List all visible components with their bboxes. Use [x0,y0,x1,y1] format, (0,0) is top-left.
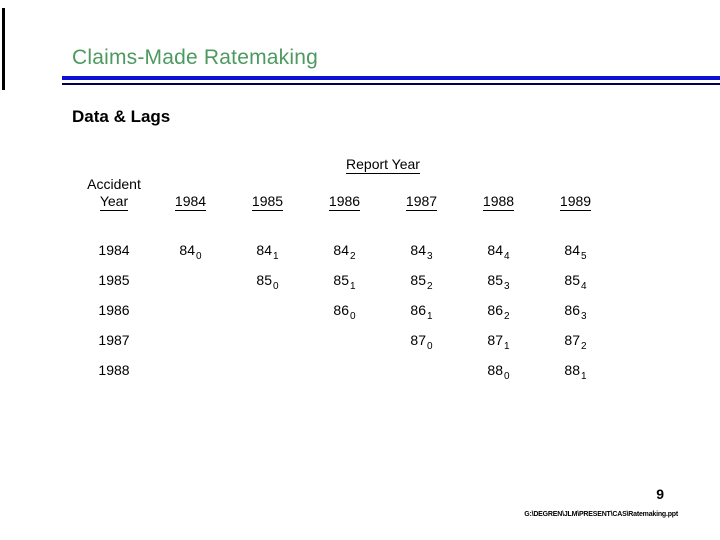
lag-table: Accident Year 1984 1985 1986 1987 1988 1989 1984… [76,176,614,392]
lag-cell: 872 [564,332,587,352]
slide-subtitle: Data & Lags [72,107,171,126]
accident-header-line2: Year [99,193,129,211]
report-year-col-header: 1985 [251,193,284,211]
accident-year-label: 1984 [98,242,130,258]
lag-cell: 845 [564,242,587,262]
report-year-col-header: 1988 [482,193,515,211]
lag-cell: 880 [487,362,510,382]
lag-cell: 843 [410,242,433,262]
lag-cell: 852 [410,272,433,292]
accident-year-label: 1988 [98,362,130,378]
page-number: 9 [656,486,664,502]
report-year-super-header: Report Year [152,156,614,174]
lag-cell: 881 [564,362,587,382]
lag-cell: 851 [333,272,356,292]
report-year-col-header: 1987 [405,193,438,211]
lag-cell: 861 [410,302,433,322]
lag-cell: 871 [487,332,510,352]
report-year-super-header-text: Report Year [346,156,420,174]
footer-file-path: G:\DEGREN\JLM\PRESENT\CAS\Ratemaking.ppt [524,511,678,518]
lag-cell: 850 [256,272,279,292]
report-year-col-header: 1984 [174,193,207,211]
lag-cell: 841 [256,242,279,262]
stray-vertical-line [2,8,5,90]
lag-cell: 854 [564,272,587,292]
lag-cell: 840 [179,242,202,262]
accident-year-label: 1985 [98,272,130,288]
accident-year-label: 1987 [98,332,130,348]
accident-header-line1: Accident [87,176,141,192]
accident-year-label: 1986 [98,302,130,318]
report-year-col-header: 1986 [328,193,361,211]
divider-rule-top [62,76,720,80]
slide-title: Claims-Made Ratemaking [72,46,318,69]
report-year-col-header: 1989 [559,193,592,211]
lag-cell: 853 [487,272,510,292]
lag-cell: 842 [333,242,356,262]
lag-cell: 860 [333,302,356,322]
divider-rule [62,76,720,86]
lag-cell: 870 [410,332,433,352]
divider-rule-bottom [62,83,720,85]
lag-cell: 863 [564,302,587,322]
lag-cell: 862 [487,302,510,322]
lag-cell: 844 [487,242,510,262]
